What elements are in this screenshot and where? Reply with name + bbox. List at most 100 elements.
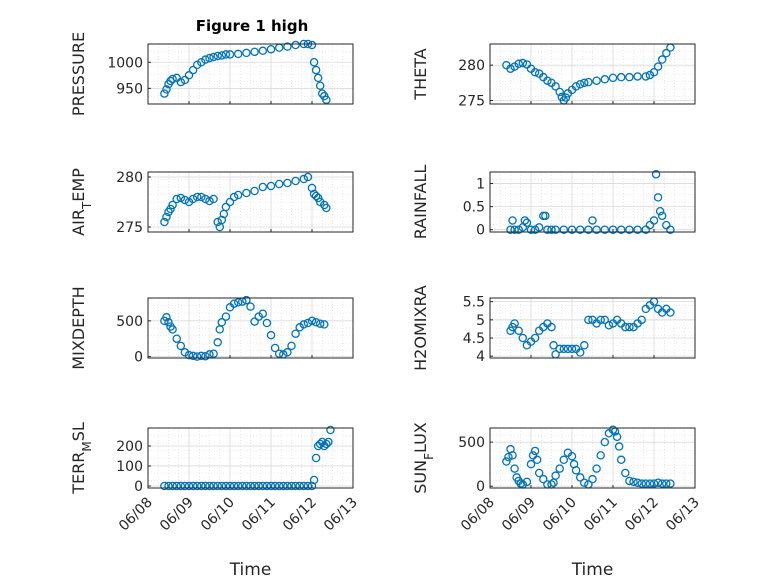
data-point <box>233 49 243 59</box>
data-point <box>274 179 284 189</box>
data-point <box>188 65 198 75</box>
data-point <box>266 330 276 340</box>
data-point <box>510 319 519 328</box>
y-tick-label: 0 <box>134 479 143 495</box>
data-point <box>176 341 186 351</box>
data-point <box>213 338 222 347</box>
x-tick-label: 06/08 <box>458 495 498 535</box>
data-point <box>530 333 540 343</box>
data-point <box>322 203 331 213</box>
data-point <box>250 317 259 326</box>
axes-frame <box>147 297 354 359</box>
data-point <box>279 481 288 491</box>
data-point <box>287 341 296 351</box>
data-point <box>520 216 530 225</box>
y-tick-label: 0 <box>476 479 485 495</box>
data-point <box>162 212 171 222</box>
data-point <box>266 481 276 491</box>
data-point <box>250 186 259 196</box>
data-point <box>209 52 218 62</box>
data-point <box>549 341 558 350</box>
data-point <box>637 315 646 325</box>
data-point <box>526 459 536 469</box>
data-point <box>559 225 569 234</box>
data-point <box>506 64 515 73</box>
y-tick-label: 4 <box>476 349 485 365</box>
data-point <box>645 479 655 488</box>
x-axis-label: Time <box>571 560 614 580</box>
data-point <box>197 351 206 361</box>
data-point <box>559 455 569 465</box>
data-point <box>266 181 276 191</box>
y-axis-label: MIXDEPTH <box>69 286 88 369</box>
data-point <box>326 425 335 435</box>
data-point <box>209 481 218 491</box>
y-tick-label: 950 <box>116 81 143 97</box>
data-point <box>283 348 292 357</box>
data-point <box>612 432 622 442</box>
axes-frame <box>489 43 696 105</box>
data-point <box>311 453 321 463</box>
data-point <box>625 225 634 234</box>
y-tick-label: 5.5 <box>463 295 485 311</box>
subplot-6: 4 4.5 5 5.5 H2OMIXRA <box>411 285 696 371</box>
data-point <box>551 471 560 480</box>
data-point <box>201 481 210 491</box>
y-tick-label: 100 <box>116 459 143 475</box>
data-point <box>506 225 515 234</box>
y-tick-label: 0 <box>134 350 143 366</box>
data-point <box>625 476 634 486</box>
data-point <box>168 74 177 84</box>
data-point <box>180 195 190 205</box>
data-point <box>514 225 523 234</box>
data-point <box>213 51 222 61</box>
y-tick-label: 280 <box>458 58 485 74</box>
data-point <box>184 350 194 360</box>
data-point <box>608 425 618 435</box>
data-point <box>180 481 190 491</box>
y-axis-label: PRESSURE <box>69 32 88 116</box>
data-point <box>168 200 177 210</box>
data-point <box>303 481 313 491</box>
axes-frame <box>147 43 354 105</box>
data-point <box>221 50 231 59</box>
data-point <box>160 217 169 227</box>
data-point <box>201 194 210 204</box>
data-point <box>299 174 309 184</box>
data-point <box>307 316 317 326</box>
data-point <box>567 225 577 234</box>
data-point <box>317 437 327 447</box>
data-point <box>246 302 255 311</box>
data-point <box>547 225 556 234</box>
data-point <box>637 479 646 488</box>
data-point <box>518 333 528 343</box>
data-point <box>555 464 564 473</box>
data-point <box>176 481 186 491</box>
data-point <box>233 190 243 200</box>
data-point <box>608 73 618 83</box>
data-point <box>633 225 642 234</box>
data-point <box>530 67 540 77</box>
data-point <box>309 58 319 67</box>
y-axis-label: AIRTEMP <box>69 168 94 236</box>
data-point <box>242 48 251 58</box>
x-tick-label: 06/11 <box>581 495 621 535</box>
subplot-2: 275 280 THETA <box>411 43 696 109</box>
data-point <box>283 42 292 51</box>
data-point <box>534 468 544 478</box>
data-point <box>229 481 239 491</box>
data-point <box>320 320 329 329</box>
data-point <box>188 351 198 361</box>
data-point <box>162 85 171 94</box>
data-point <box>522 218 532 228</box>
data-point <box>575 473 585 482</box>
data-point <box>192 481 202 491</box>
data-point <box>584 225 593 234</box>
data-point <box>225 481 235 491</box>
data-point <box>600 315 610 325</box>
y-axis-label: RAINFALL <box>411 165 430 240</box>
data-point <box>575 348 585 357</box>
data-point <box>616 72 626 82</box>
data-point <box>580 341 589 350</box>
